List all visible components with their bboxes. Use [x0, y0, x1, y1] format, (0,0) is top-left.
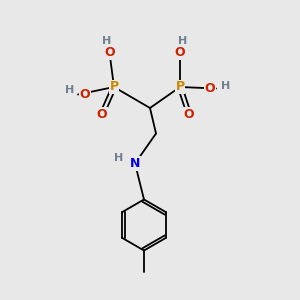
Text: H: H	[178, 35, 188, 46]
Text: O: O	[79, 88, 90, 101]
Text: H: H	[65, 85, 74, 95]
Text: O: O	[175, 46, 185, 59]
Text: O: O	[184, 107, 194, 121]
Text: O: O	[205, 82, 215, 95]
Text: H: H	[102, 35, 111, 46]
Text: O: O	[104, 46, 115, 59]
Text: H: H	[114, 153, 123, 163]
Text: O: O	[97, 107, 107, 121]
Text: P: P	[110, 80, 118, 94]
Text: N: N	[130, 157, 140, 170]
Text: P: P	[176, 80, 184, 94]
Text: H: H	[221, 80, 230, 91]
